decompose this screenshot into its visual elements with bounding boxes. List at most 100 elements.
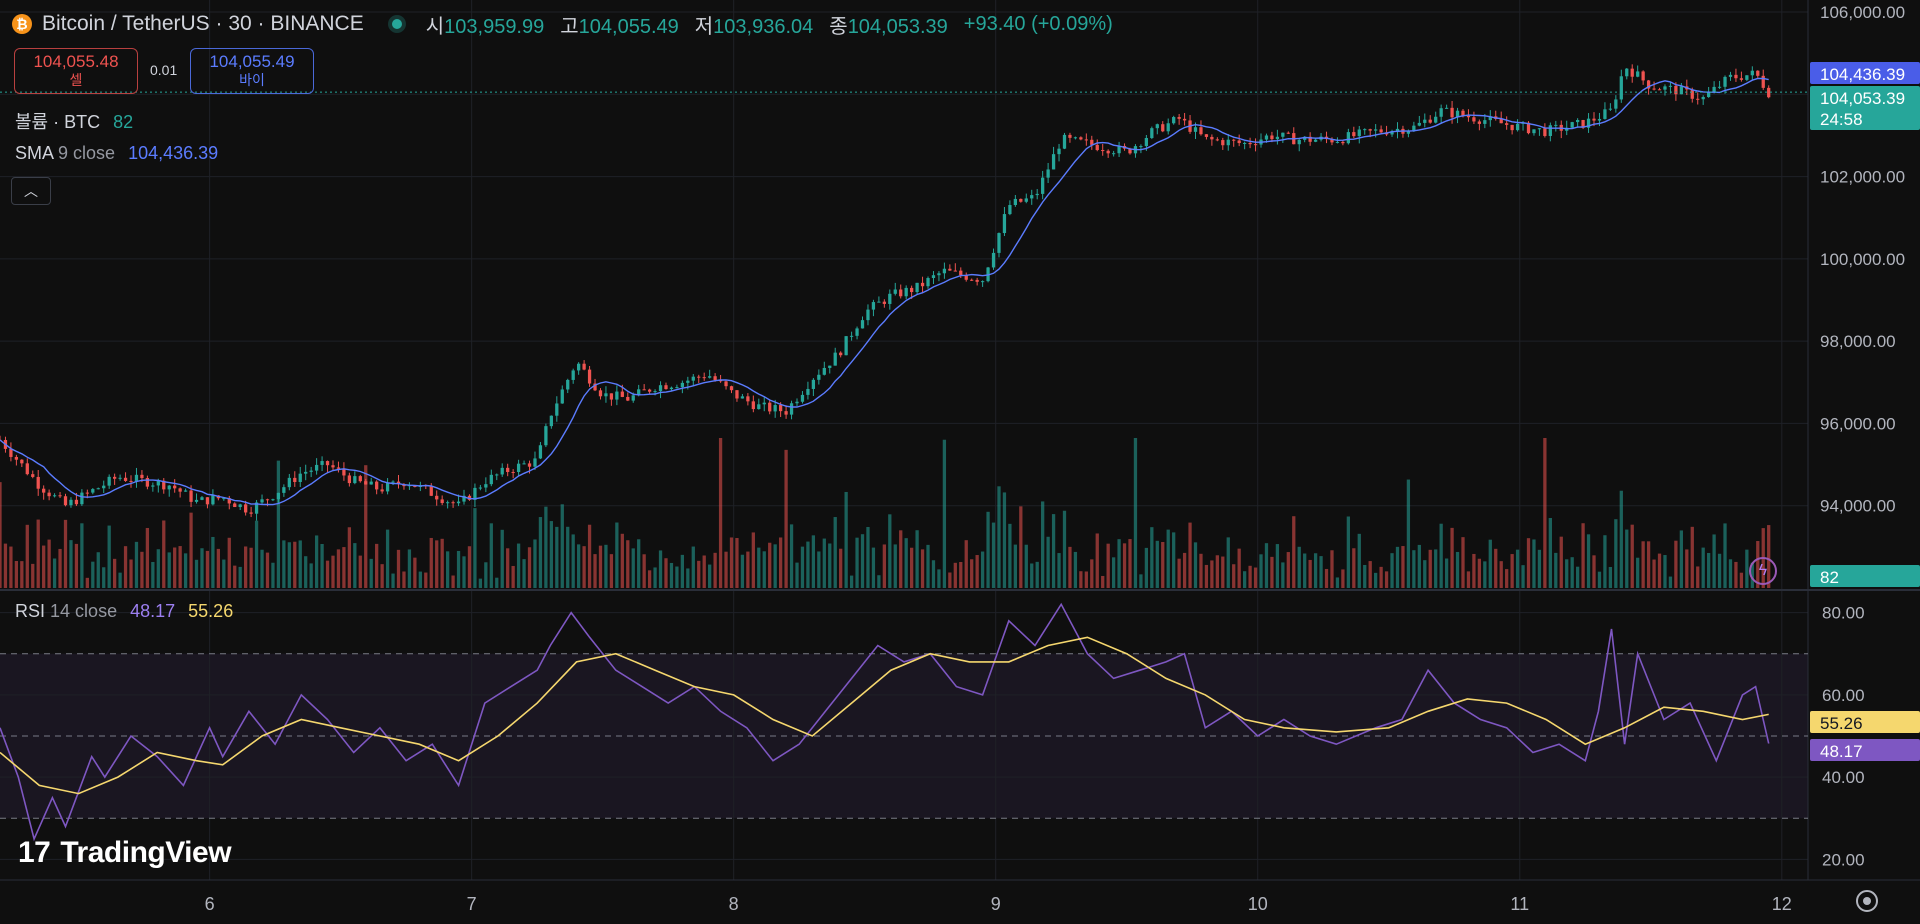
- candle-body: [314, 464, 319, 471]
- candle-body: [1111, 153, 1116, 155]
- sell-button[interactable]: 104,055.48 셀: [14, 48, 138, 94]
- candle-body: [1139, 146, 1143, 148]
- volume-bar: [926, 544, 930, 588]
- volume-bar: [822, 538, 826, 588]
- volume-bar: [156, 549, 160, 588]
- volume-bar: [1319, 556, 1323, 588]
- volume-bar: [1444, 558, 1449, 588]
- candle-body: [1750, 70, 1754, 76]
- volume-bar: [1062, 510, 1067, 588]
- volume-bar: [555, 526, 559, 588]
- volume-bar: [1292, 516, 1296, 588]
- volume-bar: [920, 549, 925, 588]
- candle-body: [762, 402, 766, 405]
- volume-bar: [647, 570, 652, 588]
- candle-body: [877, 301, 881, 303]
- volume-bar: [353, 543, 357, 588]
- volume-bar: [69, 540, 73, 588]
- candle-body: [948, 268, 952, 271]
- candle-body: [637, 389, 641, 396]
- high-value: 104,055.49: [578, 15, 679, 38]
- candle-body: [1625, 68, 1629, 77]
- volume-bar: [746, 551, 750, 588]
- volume-bar: [1712, 534, 1716, 588]
- symbol-title[interactable]: Bitcoin / TetherUS · 30 · BINANCE: [42, 12, 364, 35]
- candle-body: [1444, 107, 1449, 109]
- volume-bar: [948, 572, 952, 588]
- candle-body: [1450, 107, 1454, 118]
- volume-bar: [860, 534, 865, 588]
- price-tick-label: 98,000.00: [1820, 332, 1896, 351]
- volume-bar: [1505, 569, 1509, 588]
- candle-body: [642, 389, 646, 391]
- sma-price-badge-bg: [1810, 62, 1920, 84]
- candle-body: [1264, 135, 1269, 140]
- volume-bar: [718, 438, 723, 588]
- volume-bar: [107, 525, 111, 588]
- volume-bar: [997, 486, 1001, 588]
- volume-bar: [364, 465, 368, 588]
- candle-body: [1652, 88, 1656, 90]
- candle-body: [866, 309, 870, 321]
- volume-bar: [3, 543, 8, 588]
- volume-bar: [222, 559, 226, 588]
- change-value: +93.40 (+0.09%): [963, 12, 1113, 35]
- candle-body: [1668, 85, 1673, 87]
- volume-bar: [1144, 547, 1149, 588]
- volume-bar: [773, 544, 777, 588]
- volume-legend[interactable]: 볼륨 · BTC 82: [15, 108, 133, 134]
- candle-body: [134, 474, 139, 482]
- volume-bar: [1603, 535, 1607, 588]
- candle-body: [1674, 85, 1678, 95]
- volume-bar: [1150, 527, 1154, 588]
- volume-bar: [1395, 546, 1400, 588]
- volume-bar: [866, 526, 870, 588]
- candle-body: [102, 485, 106, 489]
- volume-bar: [1335, 577, 1340, 588]
- volume-bar: [1515, 549, 1520, 588]
- candle-body: [1739, 78, 1744, 80]
- candle-body: [194, 499, 199, 502]
- candle-body: [336, 467, 341, 469]
- candle-body: [577, 363, 581, 371]
- volume-bar: [702, 555, 706, 588]
- buy-button[interactable]: 104,055.49 바이: [190, 48, 314, 94]
- candle-body: [42, 488, 46, 493]
- candle-body: [653, 391, 657, 393]
- candle-body: [107, 476, 111, 486]
- sma-legend[interactable]: SMA 9 close 104,436.39: [15, 143, 218, 164]
- sell-label: 셀: [69, 72, 83, 88]
- volume-bar: [538, 517, 543, 588]
- collapse-legend-button[interactable]: ︿: [11, 177, 51, 205]
- candle-body: [260, 499, 264, 503]
- candle-body: [516, 463, 521, 473]
- settings-gear-icon[interactable]: [1856, 890, 1878, 912]
- volume-bar: [855, 537, 859, 588]
- rsi-legend[interactable]: RSI 14 close 48.17 55.26: [15, 601, 233, 622]
- volume-bar: [167, 552, 171, 588]
- volume-bar: [456, 550, 461, 588]
- volume-bar: [91, 561, 95, 588]
- volume-bar: [566, 526, 570, 588]
- candle-body: [1357, 129, 1361, 137]
- candle-body: [1406, 130, 1411, 134]
- candle-body: [1346, 132, 1350, 144]
- volume-bar: [1679, 530, 1683, 588]
- lightning-icon[interactable]: ϟ: [1749, 557, 1777, 585]
- volume-bar: [1313, 553, 1318, 588]
- candle-body: [1379, 129, 1383, 133]
- candle-body: [626, 396, 630, 401]
- candle-body: [675, 387, 679, 389]
- volume-bar: [424, 572, 428, 588]
- candle-body: [533, 458, 537, 467]
- volume-bar: [931, 560, 936, 588]
- candle-body: [1597, 118, 1602, 121]
- candle-body: [1182, 118, 1187, 121]
- candle-body: [1603, 109, 1607, 119]
- volume-bar: [298, 540, 302, 588]
- price-tick-label: 102,000.00: [1820, 168, 1905, 187]
- volume-bar: [1717, 553, 1722, 588]
- volume-bar: [1117, 539, 1121, 588]
- candle-body: [1586, 118, 1591, 128]
